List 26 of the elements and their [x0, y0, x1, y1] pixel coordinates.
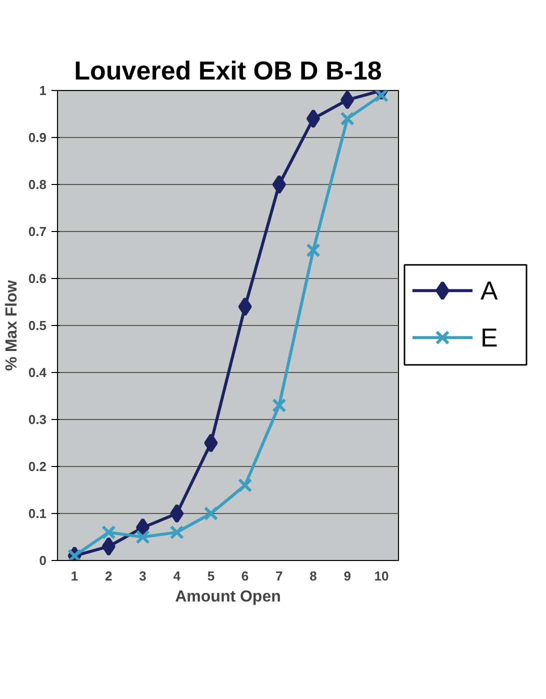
x-tick-label: 10 — [374, 568, 389, 584]
legend-label: A — [480, 276, 498, 306]
x-axis-title: Amount Open — [175, 588, 281, 606]
y-tick-label: 0.7 — [28, 224, 47, 239]
x-tick-label: 9 — [344, 568, 351, 584]
y-tick-label: 0.9 — [28, 130, 47, 145]
y-tick-label: 0 — [39, 553, 47, 568]
x-tick-label: 1 — [70, 568, 78, 584]
y-axis-title: % Max Flow — [3, 280, 20, 371]
legend-label: E — [480, 322, 498, 353]
y-tick-label: 0.4 — [28, 365, 48, 380]
y-tick-label: 0.6 — [28, 271, 47, 286]
x-tick-label: 7 — [276, 568, 283, 584]
y-tick-label: 0.5 — [28, 318, 47, 333]
x-tick-label: 8 — [310, 568, 317, 584]
y-tick-label: 0.8 — [28, 177, 47, 192]
y-tick-label: 0.3 — [28, 412, 47, 427]
chart-title: Louvered Exit OB D B-18 — [74, 56, 382, 86]
x-tick-label: 6 — [241, 568, 249, 584]
x-tick-label: 3 — [139, 568, 146, 584]
y-tick-label: 1 — [39, 83, 47, 98]
y-tick-label: 0.1 — [28, 506, 47, 521]
y-tick-label: 0.2 — [28, 459, 47, 474]
x-tick-label: 4 — [173, 568, 182, 584]
x-tick-label: 5 — [207, 568, 215, 584]
x-tick-label: 2 — [105, 568, 112, 584]
